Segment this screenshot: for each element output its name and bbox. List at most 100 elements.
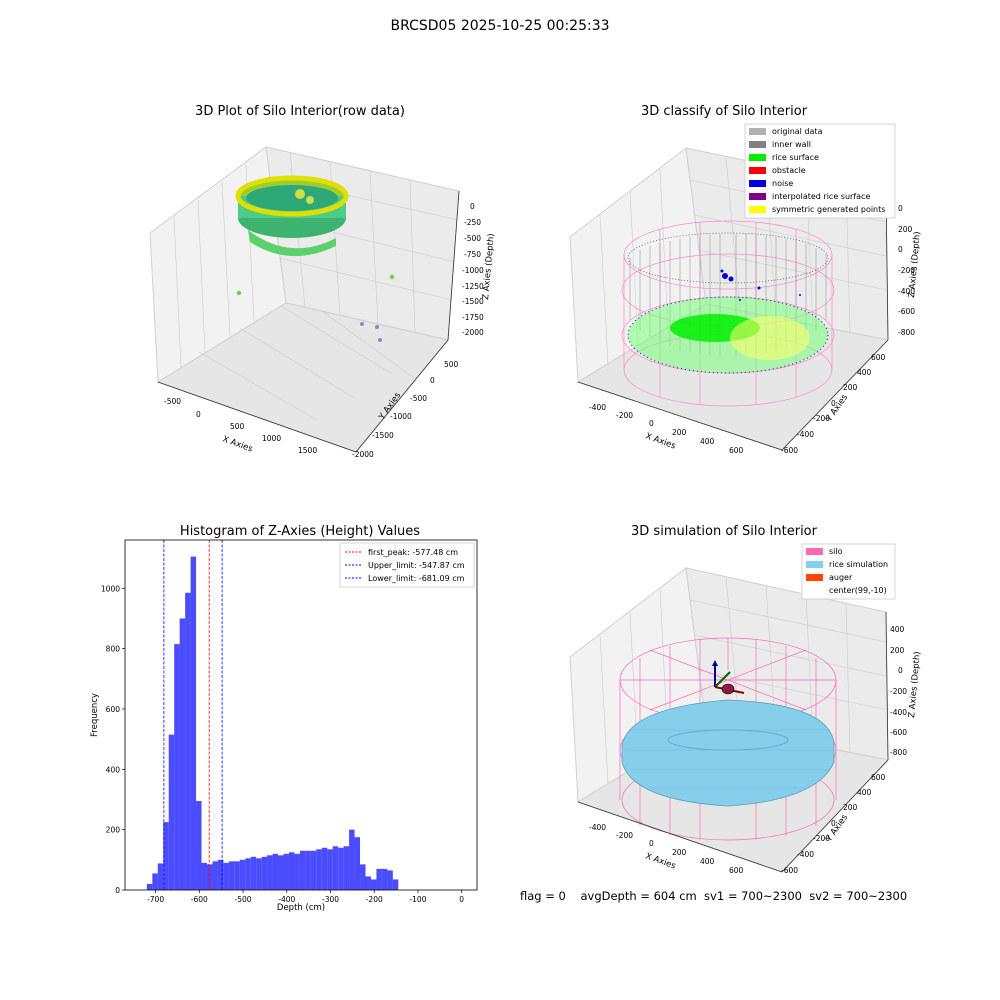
histogram-bar: [228, 861, 235, 890]
raw-x-tick: 1000: [262, 434, 281, 443]
raw-x-label: X Axies: [221, 434, 254, 454]
histogram-y-tick: 400: [106, 765, 121, 774]
classify-plot-title: 3D classify of Silo Interior: [640, 104, 808, 119]
raw-z-tick: -1250: [462, 282, 484, 291]
histogram-x-tick: -200: [366, 895, 383, 904]
histogram-bar: [168, 734, 175, 890]
legend-item: Lower_limit: -681.09 cm: [368, 574, 465, 583]
simulation-x-tick: 600: [729, 866, 744, 875]
histogram-bar: [305, 850, 311, 890]
histogram-bar: [360, 864, 366, 890]
raw-y-tick: -1000: [390, 412, 412, 421]
raw-y-tick: -2000: [352, 450, 374, 459]
classify-z-tick: -800: [898, 328, 915, 337]
legend-item: center(99,-10): [829, 586, 887, 595]
legend-swatch: [749, 193, 766, 200]
histogram-bar: [283, 853, 289, 890]
histogram-bar: [234, 861, 240, 890]
histogram-y-tick: 800: [106, 645, 121, 654]
histogram-bar: [190, 556, 197, 890]
simulation-z-label: Z Axies (Depth): [907, 651, 923, 718]
simulation-legend: silo rice simulation auger center(99,-10…: [801, 543, 896, 600]
histogram-bar: [299, 850, 306, 890]
raw-y-tick: -1500: [372, 431, 394, 440]
classify-x-tick: 600: [729, 446, 744, 455]
raw-x-tick: 500: [230, 422, 245, 431]
histogram-bar: [338, 847, 344, 890]
raw-y-tick: 0: [430, 376, 435, 385]
histogram-bar: [239, 859, 246, 890]
raw-z-label: Z Axies (Depth): [481, 233, 497, 300]
histogram-frame: [124, 539, 478, 891]
simulation-y-tick: -400: [797, 850, 814, 859]
simulation-y-tick: 600: [871, 773, 886, 782]
classify-y-tick: -400: [797, 430, 814, 439]
histogram-bar: [392, 879, 399, 890]
classify-x-tick: 400: [700, 437, 715, 446]
histogram-x-tick: -400: [278, 895, 295, 904]
histogram-bar: [381, 868, 388, 890]
legend-item: original data: [772, 127, 823, 136]
histogram-chart: -700 -600 -500 -400 -300 -200 -100 0 0 200 400 600 8…: [90, 539, 478, 913]
histogram-bar: [349, 829, 355, 890]
raw-z-tick: -2000: [462, 328, 484, 337]
classify-z-tick: 0: [898, 204, 903, 213]
raw-x-tick: 1500: [298, 446, 317, 455]
histogram-bar: [332, 846, 339, 890]
simulation-x-tick: 200: [672, 848, 687, 857]
legend-item: interpolated rice surface: [772, 192, 870, 201]
histogram-bar: [365, 876, 371, 890]
classify-x-tick: -200: [616, 411, 633, 420]
histogram-bar: [212, 861, 218, 890]
histogram-x-tick: -100: [409, 895, 426, 904]
legend-swatch: [749, 154, 766, 161]
histogram-bar: [343, 846, 350, 890]
raw-z-tick: -1750: [462, 313, 484, 322]
raw-z-tick: -750: [464, 250, 481, 259]
classify-z-tick: -400: [898, 287, 915, 296]
classify-z-tick: 200: [898, 225, 913, 234]
simulation-x-tick: 400: [700, 857, 715, 866]
histogram-bar: [152, 873, 158, 890]
histogram-x-label: Depth (cm): [277, 903, 325, 913]
simulation-z-tick: -200: [890, 687, 907, 696]
histogram-bar: [327, 849, 333, 890]
classify-y-tick: 600: [871, 353, 886, 362]
histogram-bar: [376, 868, 382, 890]
histogram-bar: [174, 644, 180, 890]
histogram-y-tick: 200: [106, 826, 121, 835]
classify-x-tick: -400: [589, 403, 606, 412]
simulation-z-tick: 200: [890, 646, 905, 655]
histogram-bar: [387, 870, 393, 890]
histogram-y-tick: 0: [115, 886, 120, 895]
classify-y-tick: 400: [857, 368, 872, 377]
histogram-bar: [261, 856, 268, 890]
histogram-y-tick: 1000: [101, 584, 120, 593]
histogram-bar: [316, 849, 322, 890]
classify-z-tick: -600: [898, 307, 915, 316]
simulation-z-tick: 0: [898, 666, 903, 675]
histogram-bar: [294, 853, 300, 890]
histogram-x-tick: -600: [191, 895, 208, 904]
raw-y-tick: 500: [444, 360, 459, 369]
histogram-bar: [310, 850, 317, 890]
legend-swatch: [806, 574, 823, 581]
simulation-z-tick: -600: [890, 728, 907, 737]
status-footer: flag = 0 avgDepth = 604 cm sv1 = 700~230…: [520, 889, 908, 903]
histogram-bar: [196, 800, 202, 890]
simulation-x-tick: -200: [616, 831, 633, 840]
histogram-bar: [201, 862, 207, 890]
raw-z-tick: -500: [464, 234, 481, 243]
histogram-bar: [256, 858, 262, 890]
raw-x-tick: 0: [196, 410, 201, 419]
simulation-y-tick: 400: [857, 788, 872, 797]
histogram-y-label: Frequency: [90, 693, 100, 737]
classify-z-tick: 0: [898, 245, 903, 254]
simulation-plot-title: 3D simulation of Silo Interior: [631, 524, 817, 539]
simulation-y-tick: 0: [831, 819, 836, 828]
classify-x-tick: 200: [672, 428, 687, 437]
histogram-x-tick: 0: [459, 895, 464, 904]
histogram-bar: [146, 883, 153, 890]
raw-plot-title: 3D Plot of Silo Interior(row data): [195, 104, 405, 119]
legend-swatch: [749, 128, 766, 135]
